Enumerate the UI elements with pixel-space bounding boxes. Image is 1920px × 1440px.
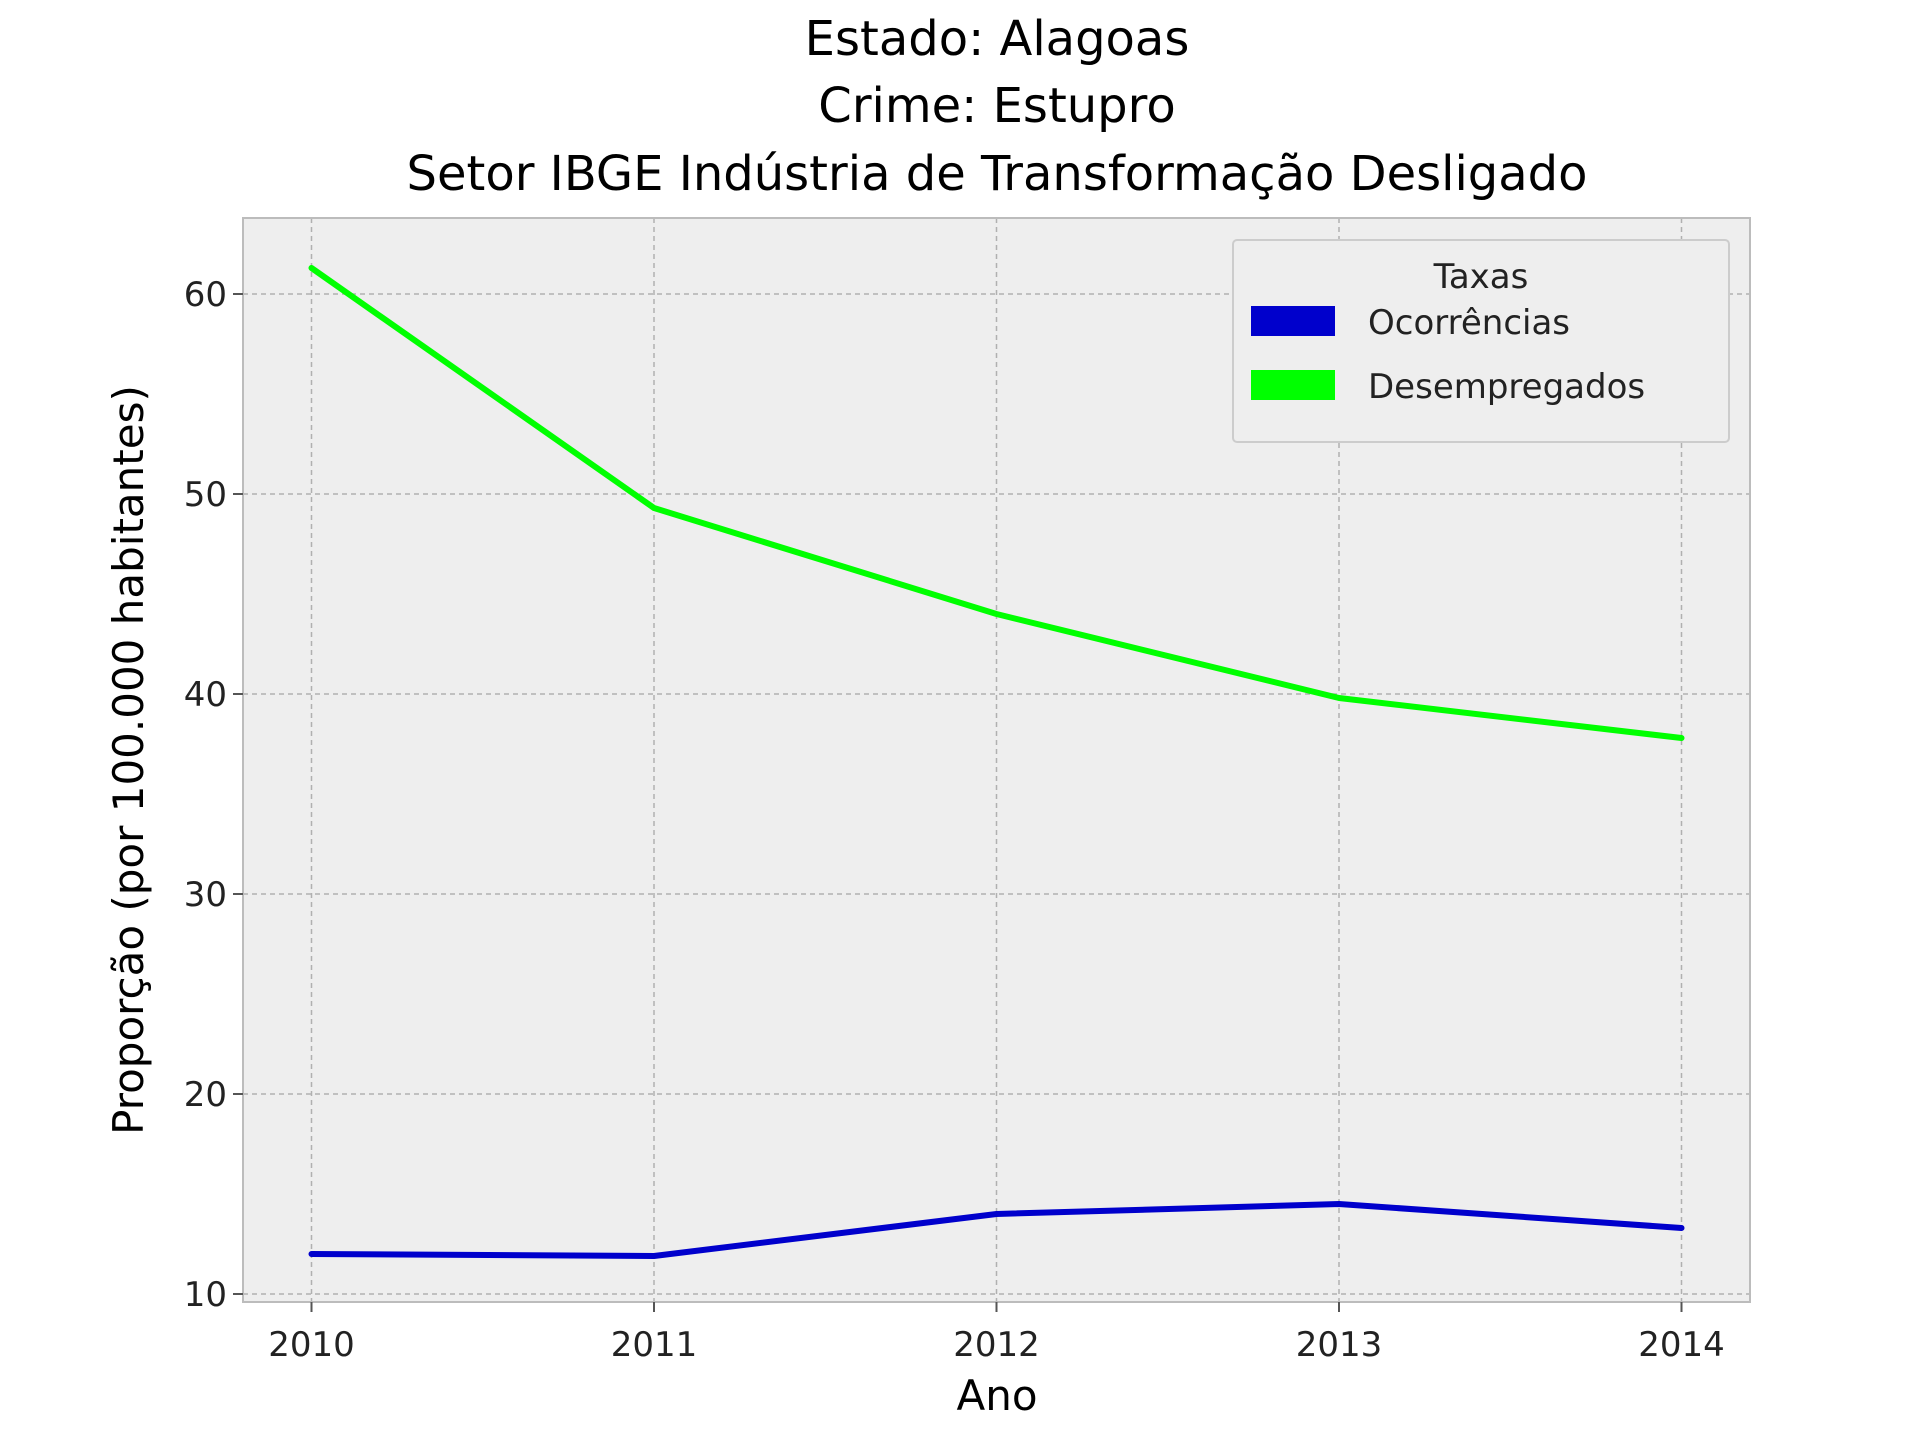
x-axis-label: Ano [956, 1371, 1037, 1420]
x-tick-label: 2011 [611, 1325, 698, 1365]
series-line-ocorrencias [308, 1201, 1685, 1259]
x-tick-label: 2014 [1638, 1325, 1725, 1365]
x-tick-label: 2012 [953, 1325, 1040, 1365]
x-tick-label: 2010 [268, 1325, 355, 1365]
title-line-3: Setor IBGE Indústria de Transformação De… [407, 146, 1588, 202]
title-line-2: Crime: Estupro [818, 78, 1175, 134]
legend-label: Ocorrências [1368, 303, 1570, 343]
series-lines [308, 265, 1685, 1259]
y-tick-label: 30 [184, 875, 227, 915]
legend-label: Desempregados [1368, 367, 1645, 407]
x-tick-label: 2013 [1296, 1325, 1383, 1365]
y-axis: 10 20 30 40 50 60 [184, 275, 243, 1315]
legend-swatch [1251, 370, 1335, 400]
legend: Taxas Ocorrências Desempregados [1232, 239, 1730, 443]
y-axis-label: Proporção (por 100.000 habitantes) [104, 385, 153, 1135]
y-tick-label: 20 [184, 1075, 227, 1115]
legend-title: Taxas [1433, 257, 1529, 297]
y-tick-label: 50 [184, 475, 227, 515]
series-line-desempregados [308, 265, 1685, 741]
y-tick-label: 10 [184, 1275, 227, 1315]
y-tick-label: 40 [184, 675, 227, 715]
legend-swatch [1251, 306, 1335, 336]
legend-box [1232, 239, 1730, 443]
x-axis: 2010 2011 2012 2013 2014 [268, 1302, 1725, 1365]
chart-title: Estado: Alagoas Crime: Estupro Setor IBG… [407, 11, 1588, 202]
title-line-1: Estado: Alagoas [805, 11, 1190, 67]
y-tick-label: 60 [184, 275, 227, 315]
